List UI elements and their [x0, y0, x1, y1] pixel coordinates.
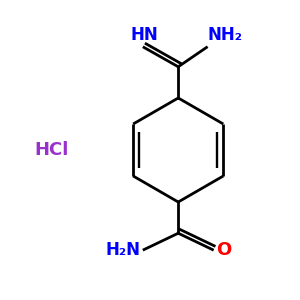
- Text: HCl: HCl: [35, 141, 69, 159]
- Text: H₂N: H₂N: [106, 241, 140, 259]
- Text: NH₂: NH₂: [208, 26, 243, 44]
- Text: O: O: [216, 241, 231, 259]
- Text: HN: HN: [130, 26, 158, 44]
